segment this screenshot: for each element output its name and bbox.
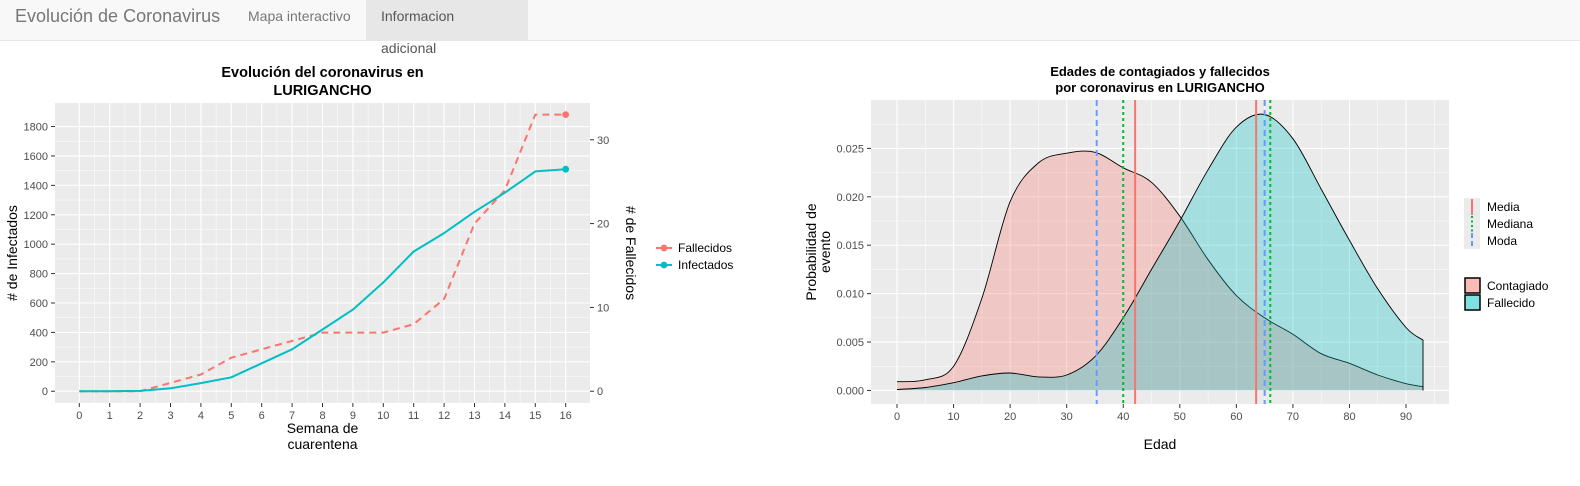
y-axis-label: # de Infectados <box>4 205 20 301</box>
x-tick-label: 15 <box>529 410 541 422</box>
y-tick-label: 600 <box>30 298 48 310</box>
y-tick-label: 0.015 <box>836 240 864 252</box>
legend-key-point <box>660 261 668 269</box>
chart-title-line2: LURIGANCHO <box>273 83 371 99</box>
x-tick-label: 30 <box>1061 411 1073 423</box>
x-tick-label: 14 <box>499 410 511 422</box>
chart-title-line2: por coronavirus en LURIGANCHO <box>1055 80 1264 95</box>
legend-label-fallecido: Fallecido <box>1487 296 1535 310</box>
x-tick-label: 0 <box>894 411 900 423</box>
x-tick-label: 90 <box>1400 411 1412 423</box>
y-tick-label: 1200 <box>24 210 48 222</box>
x-tick-label: 0 <box>76 410 82 422</box>
x-tick-label: 16 <box>560 410 572 422</box>
series-line-fallecidos <box>79 113 566 393</box>
x-tick-label: 5 <box>228 410 234 422</box>
y-tick-label: 0 <box>42 386 48 398</box>
y-tick-label: 400 <box>30 327 48 339</box>
y-axis-label-line2: evento <box>817 231 833 273</box>
x-tick-label: 12 <box>438 410 450 422</box>
y2-tick-label: 0 <box>597 386 603 398</box>
navbar-brand[interactable]: Evolución de Coronavirus <box>15 6 221 26</box>
evolution-chart: 0 1 2 3 4 5 6 7 8 9 10 11 12 13 14 15 160200400600800100… <box>4 65 733 452</box>
y-tick-label: 0.020 <box>836 192 864 204</box>
x-tick-label: 8 <box>319 410 325 422</box>
density-outline-fallecido <box>896 113 1424 391</box>
y-tick-label: 1600 <box>24 151 48 163</box>
legend-label-contagiado: Contagiado <box>1487 279 1549 293</box>
density-area-fallecido <box>897 114 1423 391</box>
x-tick-label: 13 <box>468 410 480 422</box>
x-tick-label: 9 <box>350 410 356 422</box>
legend-label-infectados: Infectados <box>678 258 733 272</box>
y-tick-label: 1400 <box>24 180 48 192</box>
chart-title-line1: Edades de contagiados y fallecidos <box>1050 64 1270 79</box>
density-outline-contagiado <box>896 150 1424 391</box>
y-tick-label: 0.010 <box>836 289 864 301</box>
y-axis-label-line1: Probabilidad de <box>803 203 819 301</box>
x-tick-label: 50 <box>1174 411 1186 423</box>
x-tick-label: 10 <box>947 411 959 423</box>
y-tick-label: 1800 <box>24 122 48 134</box>
y-tick-label: 1000 <box>24 239 48 251</box>
legend-key-point <box>660 244 668 252</box>
x-tick-label: 60 <box>1230 411 1242 423</box>
y-tick-label: 0.005 <box>836 337 864 349</box>
x-axis-label-line1: Semana de <box>287 420 359 436</box>
y-tick-label: 800 <box>30 269 48 281</box>
x-axis-label-line2: cuarentena <box>287 436 357 452</box>
x-tick-label: 20 <box>1004 411 1016 423</box>
x-axis-label: Edad <box>1144 436 1177 452</box>
y-tick-label: 200 <box>30 357 48 369</box>
legend-key-fallecido <box>1464 294 1481 311</box>
y2-tick-label: 10 <box>597 302 609 314</box>
series-end-point-infectados <box>562 165 570 173</box>
y2-tick-label: 30 <box>597 135 609 147</box>
x-tick-label: 6 <box>259 410 265 422</box>
x-tick-label: 10 <box>377 410 389 422</box>
y2-axis-label: # de Fallecidos <box>623 206 639 300</box>
legend-line-key-bg <box>1464 198 1480 249</box>
legend-label-fallecidos: Fallecidos <box>678 241 732 255</box>
y-tick-label: 0.025 <box>836 143 864 155</box>
x-tick-label: 3 <box>167 410 173 422</box>
x-tick-label: 40 <box>1117 411 1129 423</box>
x-tick-label: 80 <box>1343 411 1355 423</box>
legend-label-mediana: Mediana <box>1487 217 1533 231</box>
series-end-point-fallecidos <box>562 111 570 119</box>
legend-label-moda: Moda <box>1487 234 1517 248</box>
legend-key-contagiado <box>1464 277 1481 294</box>
tab-informacion-adicional[interactable]: Informacion adicional <box>366 0 528 56</box>
density-area-contagiado <box>897 151 1423 391</box>
tab-mapa-interactivo[interactable]: Mapa interactivo <box>248 8 351 24</box>
series-line-infectados <box>79 168 566 393</box>
x-tick-label: 70 <box>1287 411 1299 423</box>
y-tick-label: 0.000 <box>836 385 864 397</box>
x-tick-label: 11 <box>408 410 419 422</box>
x-tick-label: 2 <box>137 410 143 422</box>
age-density-chart: 0 10 20 30 40 50 60 70 80 90 0.000 0.005 0.010 0.015 0… <box>803 64 1549 452</box>
x-tick-label: 4 <box>198 410 204 422</box>
chart-title-line1: Evolución del coronavirus en <box>221 65 423 81</box>
plot-panel <box>871 100 1449 404</box>
navbar: Evolución de Coronavirus Mapa interactiv… <box>0 0 1580 56</box>
legend-label-media: Media <box>1487 200 1520 214</box>
x-tick-label: 7 <box>289 410 295 422</box>
y2-tick-label: 20 <box>597 219 609 231</box>
x-tick-label: 1 <box>107 410 113 422</box>
